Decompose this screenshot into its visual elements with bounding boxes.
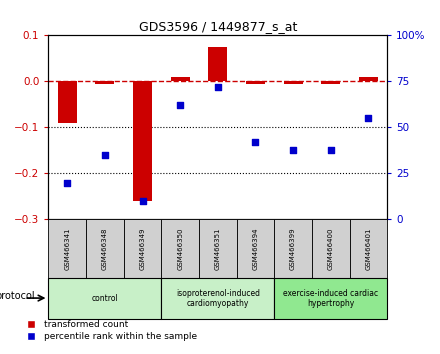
Bar <box>274 219 312 278</box>
Bar <box>321 81 340 84</box>
Text: exercise-induced cardiac
hypertrophy: exercise-induced cardiac hypertrophy <box>283 289 378 308</box>
Text: GSM466401: GSM466401 <box>365 227 371 270</box>
Bar <box>161 219 199 278</box>
Text: GSM466400: GSM466400 <box>328 227 334 270</box>
Bar <box>274 278 387 319</box>
Text: isoproterenol-induced
cardiomyopathy: isoproterenol-induced cardiomyopathy <box>176 289 260 308</box>
Text: protocol: protocol <box>0 291 35 302</box>
Point <box>252 139 259 145</box>
Bar <box>199 219 237 278</box>
Bar <box>237 219 274 278</box>
Point <box>365 115 372 121</box>
Bar <box>133 81 152 201</box>
Point <box>290 147 297 152</box>
Bar <box>48 219 86 278</box>
Point <box>139 198 146 204</box>
Text: GSM466341: GSM466341 <box>64 227 70 270</box>
Bar <box>171 77 190 81</box>
Text: GSM466348: GSM466348 <box>102 227 108 270</box>
Bar <box>124 219 161 278</box>
Bar <box>48 278 161 319</box>
Bar <box>359 77 378 81</box>
Text: GSM466351: GSM466351 <box>215 227 221 270</box>
Bar <box>161 278 274 319</box>
Point <box>327 147 334 152</box>
Bar <box>209 47 227 81</box>
Point <box>64 180 71 185</box>
Bar <box>95 81 114 84</box>
Bar <box>86 219 124 278</box>
Bar <box>312 219 349 278</box>
Bar <box>58 81 77 123</box>
Point <box>101 152 108 158</box>
Bar <box>284 81 303 84</box>
Text: control: control <box>92 294 118 303</box>
Bar <box>349 219 387 278</box>
Point <box>214 84 221 90</box>
Text: GSM466399: GSM466399 <box>290 227 296 270</box>
Legend: transformed count, percentile rank within the sample: transformed count, percentile rank withi… <box>22 320 197 341</box>
Text: GSM466350: GSM466350 <box>177 227 183 270</box>
Text: GSM466349: GSM466349 <box>139 227 146 270</box>
Point <box>176 103 183 108</box>
Bar <box>246 81 265 84</box>
Text: GSM466394: GSM466394 <box>253 227 258 270</box>
Title: GDS3596 / 1449877_s_at: GDS3596 / 1449877_s_at <box>139 20 297 33</box>
